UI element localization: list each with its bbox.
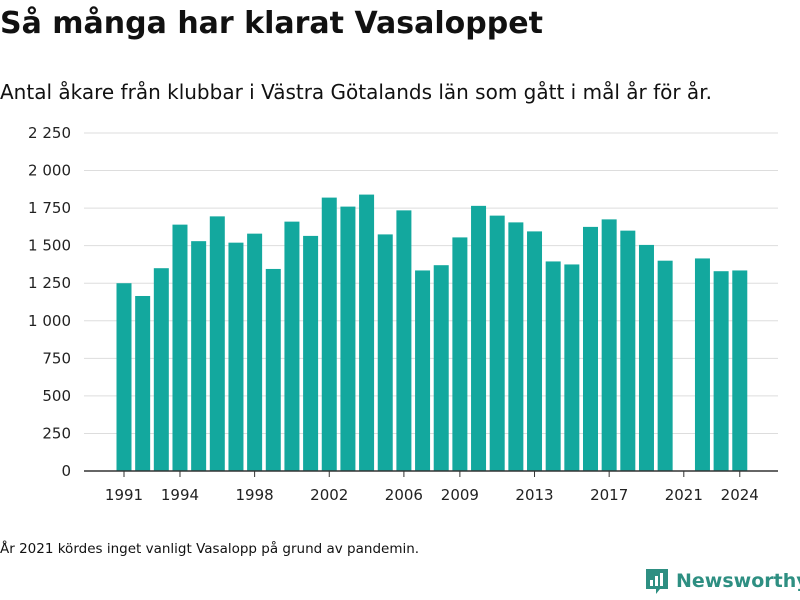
footnote: År 2021 kördes inget vanligt Vasalopp på… bbox=[0, 541, 420, 557]
bar-2006 bbox=[396, 210, 412, 471]
bar-1991 bbox=[116, 283, 132, 471]
x-tick-label: 2013 bbox=[515, 486, 553, 504]
bar-1993 bbox=[153, 268, 169, 471]
bar-1994 bbox=[172, 224, 188, 471]
chart-title: Så många har klarat Vasaloppet bbox=[0, 6, 543, 41]
bar-2002 bbox=[321, 197, 337, 471]
bar-2009 bbox=[452, 237, 468, 471]
bar-2000 bbox=[284, 221, 300, 471]
y-tick-label: 1 250 bbox=[28, 274, 71, 292]
bar-2019 bbox=[638, 244, 654, 471]
bar-2013 bbox=[527, 231, 543, 471]
bar-2008 bbox=[433, 265, 449, 471]
y-axis-tick-labels: 0 250 500 750 1 000 1 250 1 500 1 750 2 000 2 250 bbox=[28, 124, 71, 480]
bar-1996 bbox=[209, 216, 225, 471]
x-tick-label: 2024 bbox=[721, 486, 759, 504]
brand-logo[interactable]: Newsworthy bbox=[644, 567, 800, 595]
x-tick-label: 2017 bbox=[590, 486, 628, 504]
x-axis bbox=[84, 470, 778, 477]
x-tick-label: 1998 bbox=[236, 486, 274, 504]
y-tick-label: 1 750 bbox=[28, 199, 71, 217]
bar-2020 bbox=[657, 260, 673, 471]
bar-1998 bbox=[247, 233, 263, 471]
bar-2012 bbox=[508, 222, 524, 471]
bar-2010 bbox=[471, 205, 487, 471]
y-tick-label: 2 000 bbox=[28, 162, 71, 180]
y-tick-label: 250 bbox=[42, 424, 71, 442]
bar-2016 bbox=[583, 226, 598, 471]
y-tick-label: 1 000 bbox=[28, 312, 71, 330]
bars bbox=[116, 194, 748, 471]
gridlines bbox=[84, 132, 778, 434]
bar-chart: 0 250 500 750 1 000 1 250 1 500 1 750 2 000 2 250… bbox=[28, 124, 778, 504]
x-tick-label: 2021 bbox=[665, 486, 703, 504]
brand-label: Newsworthy bbox=[676, 570, 800, 592]
x-tick-label: 1994 bbox=[161, 486, 199, 504]
bar-2014 bbox=[545, 261, 561, 471]
bar-1997 bbox=[228, 242, 244, 471]
x-tick-label: 2009 bbox=[441, 486, 479, 504]
bar-1992 bbox=[135, 295, 151, 471]
bar-2003 bbox=[340, 206, 356, 471]
bar-2022 bbox=[694, 258, 710, 471]
bar-2017 bbox=[601, 219, 617, 471]
bar-2007 bbox=[415, 270, 431, 471]
bar-2011 bbox=[489, 215, 505, 471]
bar-2024 bbox=[732, 270, 748, 471]
y-tick-label: 750 bbox=[42, 349, 71, 367]
y-tick-label: 2 250 bbox=[28, 124, 71, 142]
newsworthy-logo-icon bbox=[646, 569, 668, 594]
chart-subtitle: Antal åkare från klubbar i Västra Götala… bbox=[0, 80, 712, 104]
y-tick-label: 0 bbox=[61, 462, 71, 480]
y-tick-label: 1 500 bbox=[28, 237, 71, 255]
x-axis-tick-labels: 1991 1994 1998 2002 2006 2009 2013 2017 2021 2024 bbox=[105, 486, 759, 504]
bar-2001 bbox=[303, 235, 319, 471]
bar-1999 bbox=[265, 268, 281, 471]
bar-2023 bbox=[713, 271, 729, 471]
x-tick-label: 2006 bbox=[385, 486, 423, 504]
bar-1995 bbox=[191, 241, 207, 471]
bar-2005 bbox=[377, 234, 393, 471]
bar-2018 bbox=[620, 230, 636, 471]
bar-2004 bbox=[359, 194, 375, 471]
y-tick-label: 500 bbox=[42, 387, 71, 405]
x-tick-label: 1991 bbox=[105, 486, 143, 504]
x-tick-label: 2002 bbox=[310, 486, 348, 504]
bar-2015 bbox=[564, 264, 580, 471]
